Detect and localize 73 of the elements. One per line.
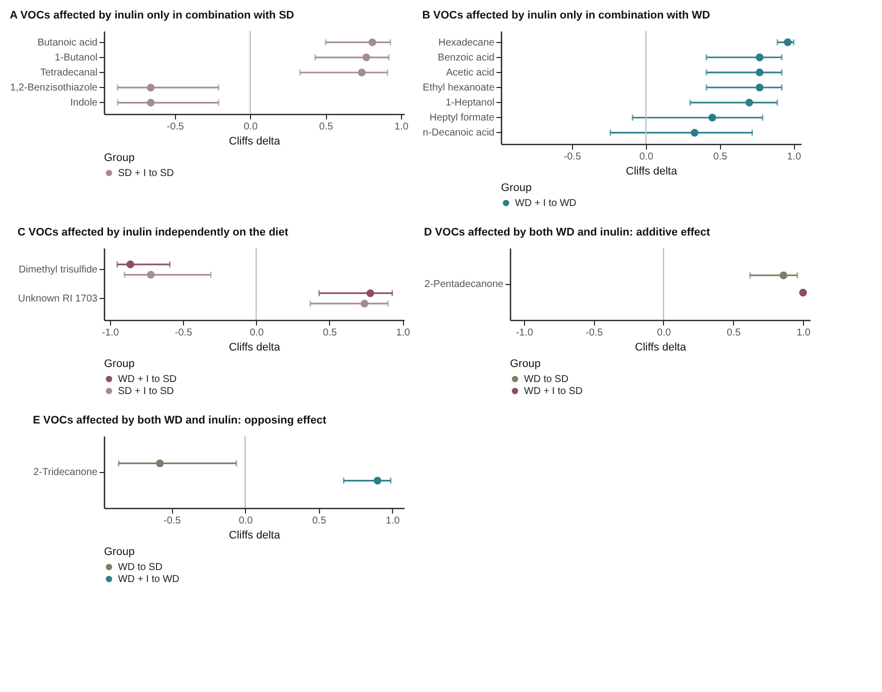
y-tick-label: Benzoic acid bbox=[438, 52, 494, 64]
point bbox=[708, 114, 716, 122]
y-tick-label: Ethyl hexanoate bbox=[422, 82, 495, 94]
y-tick-label: Tetradecanal bbox=[40, 68, 98, 78]
x-tick-label: 0.0 bbox=[639, 152, 654, 162]
point bbox=[146, 84, 155, 92]
legend-label: SD + I to SD bbox=[118, 168, 174, 179]
point bbox=[756, 68, 764, 76]
y-tick-label: Dimethyl trisulfide bbox=[18, 264, 98, 276]
chart-title: E VOCs affected by both WD and inulin: opposing effect bbox=[32, 414, 327, 426]
x-tick-label: -1.0 bbox=[102, 328, 120, 338]
legend-label: WD + I to SD bbox=[524, 386, 583, 397]
x-axis-title: Cliffs delta bbox=[228, 136, 281, 148]
legend-label: WD + I to SD bbox=[118, 374, 177, 385]
x-tick-label: 0.5 bbox=[713, 152, 728, 162]
y-tick-label: 2-Tridecanone bbox=[33, 467, 98, 478]
x-tick-label: 0.5 bbox=[319, 122, 334, 132]
x-tick-label: 0.0 bbox=[657, 328, 672, 338]
y-tick-label: 2-Pentadecanone bbox=[424, 279, 504, 290]
point bbox=[362, 54, 370, 62]
legend-label: WD + I to WD bbox=[515, 198, 576, 209]
y-tick-label: 1-Butanol bbox=[54, 52, 98, 64]
x-tick-label: 1.0 bbox=[787, 152, 802, 162]
x-tick-label: 0.0 bbox=[238, 516, 254, 526]
x-tick-label: -0.5 bbox=[586, 328, 604, 338]
legend-title: Group bbox=[501, 182, 532, 194]
x-tick-label: 0.5 bbox=[726, 328, 742, 338]
x-tick-label: 1.0 bbox=[394, 122, 409, 132]
x-tick-label: 0.5 bbox=[312, 516, 327, 526]
chart-title: D VOCs affected by both WD and inulin: additive effect bbox=[424, 226, 710, 238]
chart-title: A VOCs affected by inulin only in combination with SD bbox=[10, 9, 294, 22]
point bbox=[146, 98, 155, 107]
y-tick-label: Heptyl formate bbox=[429, 112, 495, 124]
legend-label: SD + I to SD bbox=[118, 386, 174, 397]
y-tick-label: Indole bbox=[70, 98, 98, 109]
y-tick-label: 1-Heptanol bbox=[446, 98, 494, 109]
legend-title: Group bbox=[510, 358, 541, 370]
x-tick-label: -0.5 bbox=[174, 328, 193, 338]
point bbox=[358, 68, 366, 76]
y-tick-label: Hexadecane bbox=[438, 37, 495, 48]
y-tick-label: n-Decanoic acid bbox=[422, 128, 494, 139]
chart-title: C VOCs affected by inulin independently on the diet bbox=[18, 226, 289, 238]
y-tick-label: Acetic acid bbox=[446, 67, 494, 78]
x-tick-label: 1.0 bbox=[386, 516, 400, 526]
legend-label: WD to SD bbox=[118, 562, 162, 573]
x-tick-label: -0.5 bbox=[166, 122, 184, 132]
y-tick-label: Unknown RI 1703 bbox=[18, 293, 98, 304]
point bbox=[756, 54, 764, 62]
legend-label: WD + I to WD bbox=[118, 574, 180, 585]
x-tick-label: -1.0 bbox=[516, 328, 534, 338]
x-tick-label: -0.5 bbox=[564, 152, 582, 162]
x-axis-title: Cliffs delta bbox=[228, 342, 281, 354]
point bbox=[368, 38, 376, 46]
chart-title: B VOCs affected by inulin only in combination with WD bbox=[422, 9, 710, 22]
x-tick-label: 1.0 bbox=[796, 328, 811, 338]
x-tick-label: 0.0 bbox=[244, 122, 258, 132]
legend-title: Group bbox=[104, 546, 135, 558]
x-axis-title: Cliffs delta bbox=[634, 342, 687, 354]
point bbox=[756, 84, 764, 92]
legend-title: Group bbox=[104, 358, 135, 370]
y-tick-label: 1,2-Benzisothiazole bbox=[10, 82, 98, 94]
y-tick-label: Butanoic acid bbox=[37, 37, 98, 48]
x-axis-title: Cliffs delta bbox=[626, 166, 678, 178]
point bbox=[784, 38, 792, 46]
x-tick-label: 0.0 bbox=[250, 328, 264, 338]
legend-label: WD to SD bbox=[524, 374, 568, 385]
x-tick-label: -0.5 bbox=[164, 516, 182, 526]
x-tick-label: 0.5 bbox=[322, 328, 338, 338]
x-axis-title: Cliffs delta bbox=[228, 530, 281, 542]
point bbox=[690, 128, 698, 137]
legend-title: Group bbox=[104, 152, 135, 164]
x-tick-label: 1.0 bbox=[396, 328, 410, 338]
point bbox=[745, 98, 754, 106]
